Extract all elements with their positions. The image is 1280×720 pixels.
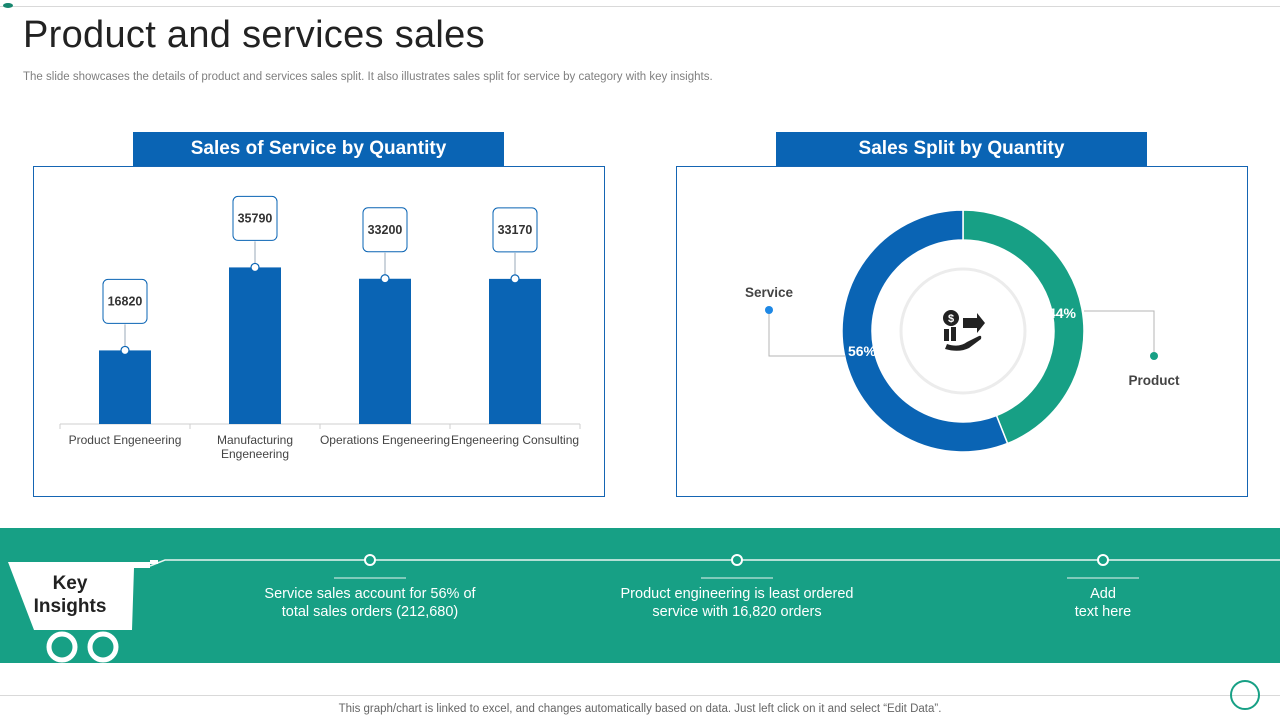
bar-chart[interactable]: 16820 Product Engeneering 35790 Manufacturi… [33,166,605,497]
bar-marker [510,274,520,284]
insight-1-line-2: total sales orders (212,680) [281,604,459,620]
insight-marker-1 [334,554,406,579]
data-label-2: 35790 [238,211,273,225]
donut-chart[interactable]: $56% 44% Service Product [676,166,1248,497]
dollar-glyph: $ [948,313,954,325]
insight-1[interactable]: Service sales account for 56% of total s… [230,585,510,621]
key-insights-band [0,528,1280,663]
insights-decoration [8,554,1280,663]
insight-3-line-1: Add [1090,586,1116,602]
bar-marker [380,274,390,284]
insight-3-line-2: text here [1074,604,1132,620]
insight-1-line-1: Service sales account for 56% of [264,586,476,602]
insight-2-line-2: service with 16,820 orders [652,604,822,620]
data-label-box [492,207,538,253]
category-label-3: Operations Engeneering [320,433,450,447]
product-callout-dot [1150,352,1158,360]
bar-1 [99,350,151,424]
slice-product [962,209,1085,445]
data-label-box [362,207,408,253]
money-transfer-hand-icon: $ [943,310,985,351]
insight-2[interactable]: Product engineering is least ordered ser… [592,585,882,621]
insight-marker-2 [701,554,773,579]
legend-service: Service [745,285,794,300]
data-label-3: 33200 [368,223,403,237]
data-label-1: 16820 [108,294,143,308]
insight-2-line-1: Product engineering is least ordered [620,586,854,602]
slice-label-service: 56% [848,343,877,359]
data-label-box [232,195,278,241]
insight-marker-3 [1067,554,1139,579]
bar-2 [229,267,281,424]
category-label-1: Product Engeneering [69,433,182,447]
legend-product: Product [1128,373,1180,388]
cart-icon [8,560,158,663]
page-subtitle: The slide showcases the details of produ… [23,71,713,83]
service-callout-line [768,310,845,357]
bar-4 [489,278,541,424]
category-label-2: Engeneering [221,447,289,461]
slice-service [841,209,1009,453]
page-title: Product and services sales [23,14,485,56]
data-label-box [102,278,148,324]
bottom-rule [0,695,1280,696]
footer-circle-icon [1230,680,1260,710]
slice-label-product: 44% [1048,305,1077,321]
bar-marker [120,345,130,356]
top-rule [0,6,1280,7]
insight-3[interactable]: Add text here [1023,585,1183,621]
corner-dot [3,3,13,8]
donut-chart-title: Sales Split by Quantity [776,132,1147,166]
key-insights-label: Key Insights [22,572,118,618]
footer-note: This graph/chart is linked to excel, and… [338,703,942,715]
category-label-2: Manufacturing [217,433,293,447]
service-callout-dot [765,306,773,314]
bar-marker [250,262,260,273]
key-insights-label-line-2: Insights [33,596,107,617]
product-callout-line [1084,310,1155,356]
bar-chart-title: Sales of Service by Quantity [133,132,504,166]
category-label-4: Engeneering Consulting [451,433,579,447]
donut-center [899,267,1027,395]
data-label-4: 33170 [498,223,533,237]
key-insights-label-line-1: Key [52,573,88,594]
insights-timeline [149,559,1280,567]
bar-3 [359,278,411,424]
